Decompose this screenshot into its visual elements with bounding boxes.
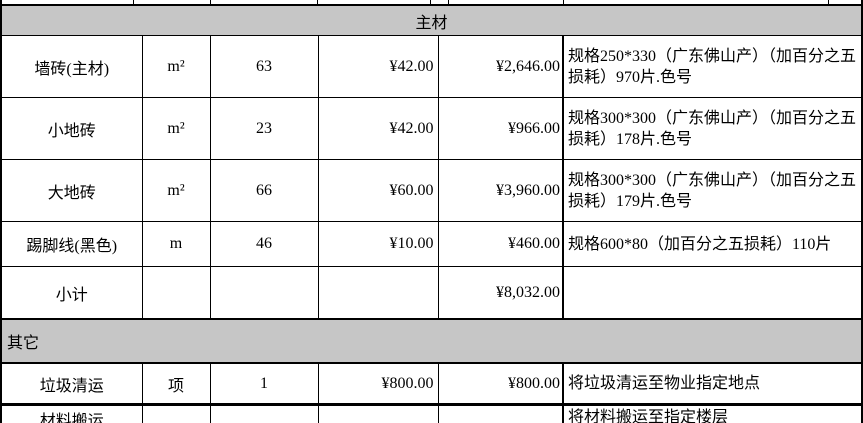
- column-border-stub: [430, 0, 431, 4]
- cell-empty: [317, 266, 439, 320]
- cell-quantity: 66: [209, 159, 319, 222]
- cell-empty: [141, 266, 211, 320]
- cell-quantity: 46: [209, 221, 319, 267]
- clipped-row-below: 材料搬运 将材料搬运至指定楼层: [2, 404, 861, 423]
- cell-unit-price: ¥42.00: [317, 35, 439, 98]
- cell-item-name: 垃圾清运: [2, 362, 143, 406]
- cell-spec-note: 规格300*300（广东佛山产）（加百分之五损耗）178片.色号: [561, 97, 861, 160]
- cell-quantity: 23: [209, 97, 319, 160]
- cell-quantity: 1: [209, 362, 319, 406]
- table-row-small-floor-tile: 小地砖 m² 23 ¥42.00 ¥966.00 规格300*300（广东佛山产…: [2, 97, 861, 160]
- subtotal-label: 小计: [2, 266, 143, 320]
- column-border-stub: [828, 0, 829, 4]
- cell-total: ¥800.00: [437, 362, 564, 406]
- section-header-main-materials: 主材: [2, 6, 861, 36]
- cell-item-name: 小地砖: [2, 97, 143, 160]
- cell-unit-price: ¥42.00: [317, 97, 439, 160]
- cell-item-name: 墙砖(主材): [2, 35, 143, 98]
- section-title: 其它: [2, 318, 861, 364]
- column-border-stub: [133, 0, 134, 4]
- cell-unit: m²: [141, 35, 211, 98]
- cell-total: ¥460.00: [437, 221, 564, 267]
- cell-empty: [209, 266, 319, 320]
- cell-unit-price: ¥800.00: [317, 362, 439, 406]
- column-border-stub: [317, 0, 318, 4]
- cell-spec-note: 规格250*330（广东佛山产）（加百分之五损耗）970片.色号: [561, 35, 861, 98]
- materials-quote-table: 主材 墙砖(主材) m² 63 ¥42.00 ¥2,646.00 规格250*3…: [2, 6, 861, 423]
- subtotal-amount: ¥8,032.00: [437, 266, 564, 320]
- subtotal-row: 小计 ¥8,032.00: [2, 266, 861, 320]
- cell-item-name: 材料搬运: [2, 404, 143, 423]
- cell-total: ¥966.00: [437, 97, 564, 160]
- cell-spec-note: 规格600*80（加百分之五损耗）110片: [561, 221, 861, 267]
- table-row-wall-tile: 墙砖(主材) m² 63 ¥42.00 ¥2,646.00 规格250*330（…: [2, 35, 861, 98]
- cell-empty: [561, 266, 861, 320]
- cell-empty: [209, 404, 319, 423]
- cell-total: ¥2,646.00: [437, 35, 564, 98]
- table-row-garbage-removal: 垃圾清运 项 1 ¥800.00 ¥800.00 将垃圾清运至物业指定地点: [2, 362, 861, 406]
- column-border-stub: [210, 0, 211, 4]
- cell-unit: m: [141, 221, 211, 267]
- column-border-stub: [448, 0, 449, 4]
- cell-spec-note: 将垃圾清运至物业指定地点: [561, 362, 861, 406]
- section-header-other: 其它: [2, 318, 861, 364]
- cell-spec-note: 将材料搬运至指定楼层: [561, 404, 861, 423]
- table-row-large-floor-tile: 大地砖 m² 66 ¥60.00 ¥3,960.00 规格300*300（广东佛…: [2, 159, 861, 222]
- cell-total: ¥3,960.00: [437, 159, 564, 222]
- cell-empty: [437, 404, 564, 423]
- cell-item-name: 大地砖: [2, 159, 143, 222]
- cell-empty: [317, 404, 439, 423]
- cell-unit: 项: [141, 362, 211, 406]
- section-title: 主材: [2, 6, 861, 36]
- cell-quantity: 63: [209, 35, 319, 98]
- cell-empty: [141, 404, 211, 423]
- clipped-row-above: [2, 0, 861, 6]
- cell-item-name: 踢脚线(黑色): [2, 221, 143, 267]
- cell-spec-note: 规格300*300（广东佛山产）（加百分之五损耗）179片.色号: [561, 159, 861, 222]
- cell-unit: m²: [141, 159, 211, 222]
- cell-unit: m²: [141, 97, 211, 160]
- cell-unit-price: ¥60.00: [317, 159, 439, 222]
- column-border-stub: [563, 0, 564, 4]
- table-row-skirting: 踢脚线(黑色) m 46 ¥10.00 ¥460.00 规格600*80（加百分…: [2, 221, 861, 267]
- cell-unit-price: ¥10.00: [317, 221, 439, 267]
